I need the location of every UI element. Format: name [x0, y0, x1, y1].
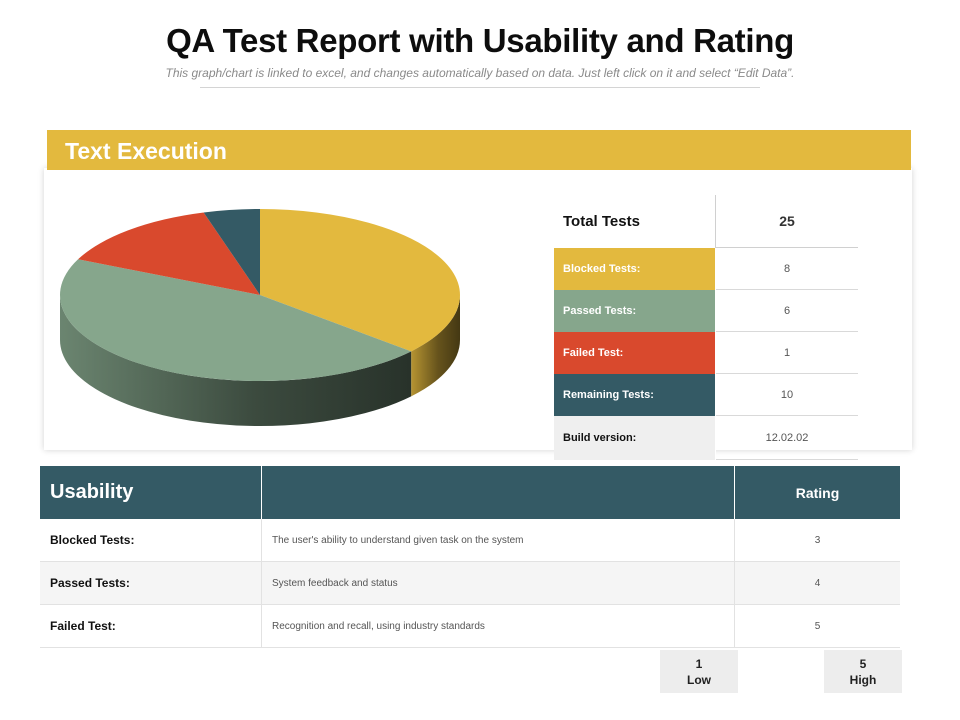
usability-row-label: Passed Tests: [40, 561, 262, 605]
usability-row-label: Blocked Tests: [40, 519, 262, 562]
pie-slice-remaining-tests[interactable] [203, 209, 260, 295]
usability-row-description: System feedback and status [261, 561, 735, 605]
scale-low-label: Low [687, 673, 711, 687]
usability-row-rating: 4 [734, 561, 900, 605]
table-row: Blocked Tests: The user's ability to und… [40, 519, 900, 562]
total-tests-label: Total Tests [554, 195, 716, 248]
scale-high-number: 5 [859, 657, 867, 671]
pie-side-blocked-tests [411, 295, 460, 397]
summary-row-remaining: Remaining Tests: 10 [554, 373, 858, 416]
pie-slice-failed-test[interactable] [78, 212, 260, 295]
usability-title: Usability [40, 466, 262, 519]
scale-high-box: 5 High [824, 650, 902, 693]
summary-value: 12.02.02 [715, 415, 858, 460]
pie-slice-passed-tests[interactable] [60, 259, 412, 381]
usability-row-description: Recognition and recall, using industry s… [261, 604, 735, 648]
pie-side-passed-tests [60, 295, 412, 426]
table-row: Failed Test: Recognition and recall, usi… [40, 604, 900, 648]
usability-row-label: Failed Test: [40, 604, 262, 648]
table-row: Passed Tests: System feedback and status… [40, 561, 900, 605]
execution-summary-table: Total Tests 25 Blocked Tests: 8 Passed T… [554, 195, 858, 460]
summary-row-blocked: Blocked Tests: 8 [554, 247, 858, 290]
page-title: QA Test Report with Usability and Rating [166, 22, 794, 59]
usability-row-rating: 5 [734, 604, 900, 648]
usability-table: Usability Rating Blocked Tests: The user… [40, 466, 900, 648]
total-tests-value: 25 [715, 195, 858, 248]
summary-label: Failed Test: [554, 331, 716, 374]
subtitle-divider [200, 87, 760, 88]
usability-header-row: Usability Rating [40, 466, 900, 519]
usability-row-description: The user's ability to understand given t… [261, 519, 735, 562]
summary-label: Build version: [554, 415, 716, 460]
usability-row-rating: 3 [734, 519, 900, 562]
page-subtitle: This graph/chart is linked to excel, and… [165, 66, 795, 80]
scale-low-box: 1 Low [660, 650, 738, 693]
summary-value: 6 [715, 289, 858, 332]
execution-header: Text Execution [47, 130, 911, 170]
pie-chart[interactable] [40, 190, 470, 450]
summary-label: Passed Tests: [554, 289, 716, 332]
scale-high-label: High [849, 673, 877, 687]
summary-label: Blocked Tests: [554, 247, 716, 290]
summary-row-build: Build version: 12.02.02 [554, 415, 858, 460]
summary-value: 8 [715, 247, 858, 290]
scale-low-number: 1 [695, 657, 703, 671]
rating-header: Rating [734, 466, 900, 519]
summary-label: Remaining Tests: [554, 373, 716, 416]
summary-row-failed: Failed Test: 1 [554, 331, 858, 374]
summary-value: 10 [715, 373, 858, 416]
usability-header-blank [261, 466, 735, 519]
pie-slice-blocked-tests[interactable] [260, 209, 460, 352]
summary-value: 1 [715, 331, 858, 374]
summary-row-passed: Passed Tests: 6 [554, 289, 858, 332]
execution-title: Text Execution [65, 138, 227, 164]
